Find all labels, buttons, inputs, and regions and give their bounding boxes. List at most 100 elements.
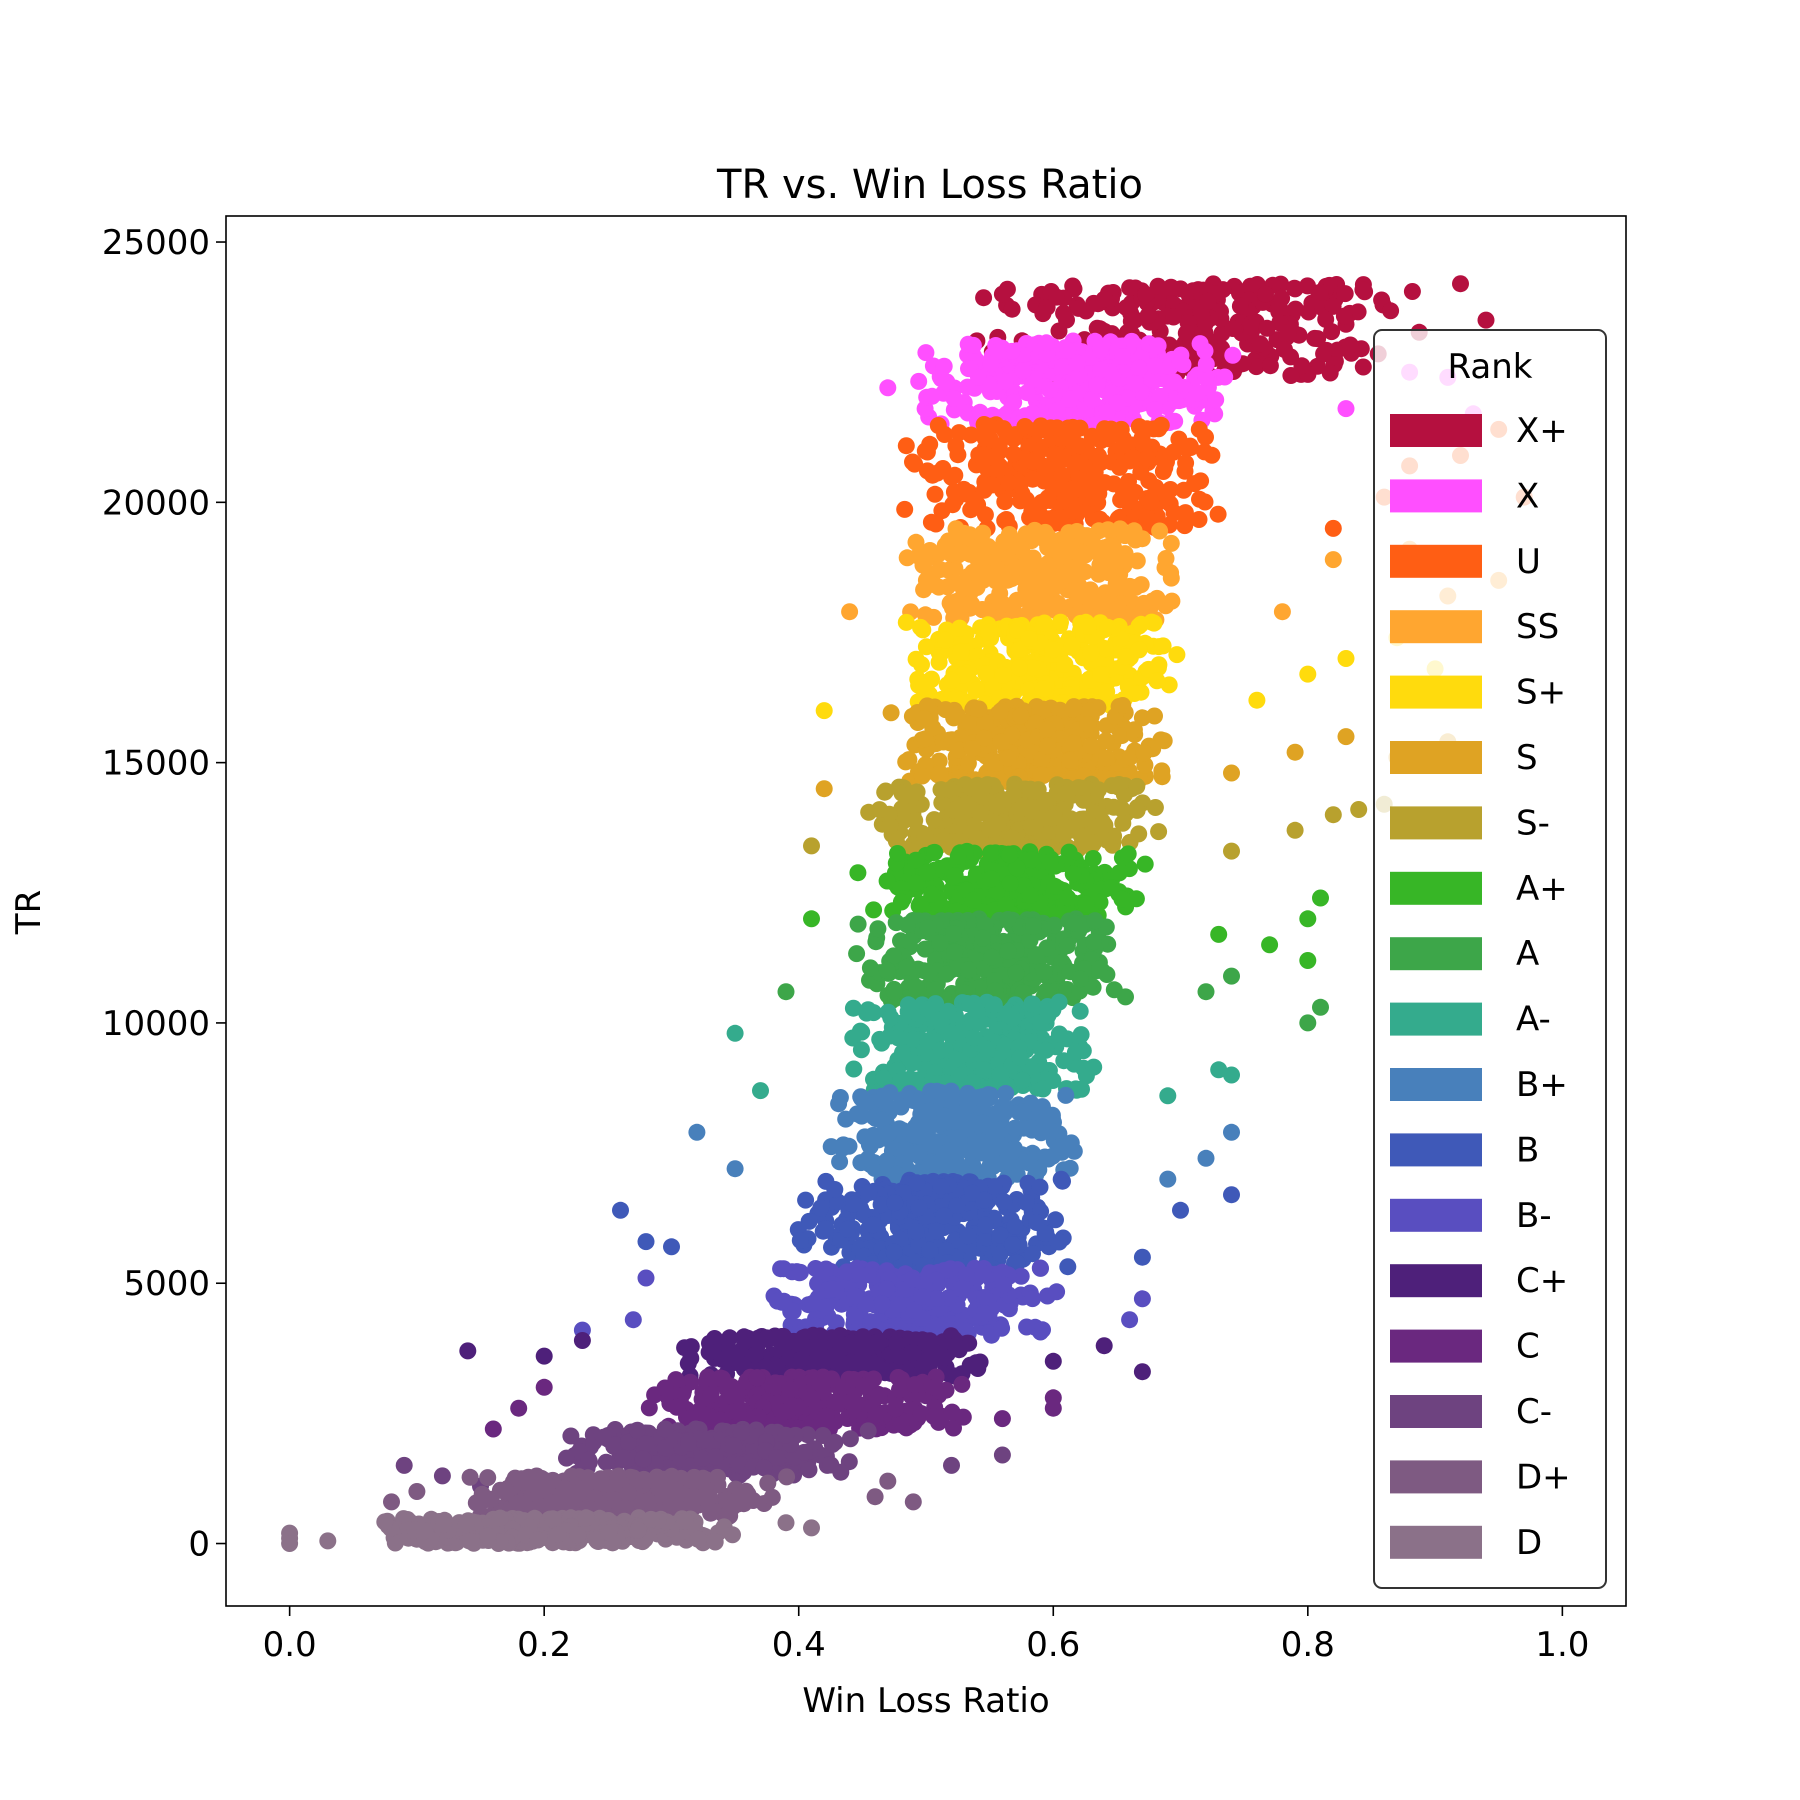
- point-x: [1197, 355, 1215, 373]
- point-b-plus: [1043, 1106, 1061, 1124]
- point-a-plus: [1064, 865, 1082, 883]
- point-x: [1143, 370, 1161, 388]
- point-b-minus: [624, 1311, 642, 1329]
- point-u: [1049, 513, 1067, 531]
- point-a-minus: [882, 1009, 900, 1027]
- point-b-minus: [637, 1269, 655, 1287]
- point-a: [1299, 1014, 1317, 1032]
- point-s: [1012, 707, 1030, 725]
- point-u: [1064, 422, 1082, 440]
- point-s-minus: [916, 827, 934, 845]
- point-a-plus: [1110, 864, 1128, 882]
- point-b-minus: [873, 1295, 891, 1313]
- point-x: [1003, 342, 1021, 360]
- point-b: [612, 1201, 629, 1219]
- point-b: [826, 1181, 844, 1198]
- point-a-minus: [999, 1006, 1017, 1024]
- point-a-plus: [803, 910, 820, 928]
- point-c: [748, 1369, 766, 1387]
- point-x-plus: [1321, 364, 1339, 382]
- point-x: [945, 390, 963, 407]
- point-s: [1051, 701, 1069, 719]
- point-b-plus: [921, 1134, 939, 1152]
- point-u: [1045, 445, 1063, 463]
- point-x: [937, 373, 955, 391]
- point-x: [1088, 376, 1106, 394]
- point-b-plus: [1159, 1170, 1177, 1188]
- point-s: [963, 740, 981, 758]
- point-x-plus: [1139, 307, 1157, 324]
- point-x-plus: [1276, 341, 1293, 358]
- point-s-plus: [1117, 648, 1135, 666]
- point-b-minus: [953, 1280, 971, 1298]
- point-s: [900, 751, 918, 769]
- point-b-minus: [791, 1263, 809, 1281]
- point-c: [865, 1370, 883, 1388]
- point-ss: [1104, 544, 1122, 562]
- point-x-plus: [1064, 277, 1082, 295]
- point-x: [1149, 337, 1167, 355]
- point-b: [928, 1222, 946, 1240]
- point-a: [1027, 947, 1045, 965]
- point-s-plus: [952, 643, 970, 661]
- point-a-plus: [946, 867, 964, 885]
- point-s: [976, 713, 994, 731]
- point-a: [777, 983, 795, 1001]
- point-a-plus: [865, 901, 883, 919]
- point-c: [906, 1376, 924, 1394]
- point-a: [983, 948, 1001, 966]
- point-c: [870, 1387, 888, 1405]
- point-x: [1130, 359, 1148, 377]
- point-x: [1207, 391, 1225, 409]
- point-b-minus: [1048, 1283, 1066, 1301]
- point-x-plus: [1403, 283, 1421, 300]
- point-s-plus: [1097, 640, 1114, 658]
- point-b-plus: [950, 1157, 968, 1175]
- point-s: [1065, 698, 1083, 716]
- point-x-plus: [1165, 308, 1182, 326]
- point-c-plus: [682, 1349, 700, 1367]
- point-ss: [925, 608, 943, 626]
- point-s-plus: [930, 653, 948, 671]
- point-a: [1117, 988, 1134, 1006]
- point-a-minus: [889, 1029, 907, 1047]
- point-u: [1192, 472, 1210, 490]
- point-b: [977, 1216, 994, 1234]
- point-a-minus: [939, 1002, 957, 1020]
- point-ss: [1127, 578, 1145, 596]
- point-s: [918, 697, 936, 715]
- point-b-plus: [932, 1084, 950, 1102]
- point-b: [812, 1199, 830, 1217]
- point-ss: [1148, 589, 1166, 607]
- point-a-minus: [1050, 1025, 1068, 1043]
- point-b: [885, 1243, 903, 1261]
- point-x-plus: [1315, 345, 1333, 363]
- point-c-plus: [535, 1347, 553, 1365]
- point-u: [1039, 489, 1057, 507]
- point-ss: [1151, 522, 1169, 540]
- point-x-plus: [1137, 286, 1155, 304]
- point-b-minus: [993, 1319, 1011, 1337]
- point-s-plus: [943, 671, 961, 689]
- point-b-minus: [913, 1309, 931, 1327]
- point-b: [959, 1227, 977, 1245]
- point-u: [962, 426, 980, 444]
- chart-title: TR vs. Win Loss Ratio: [716, 162, 1143, 208]
- point-x: [1005, 393, 1023, 411]
- point-x: [1151, 387, 1169, 405]
- point-s-minus: [1105, 798, 1123, 816]
- point-a: [960, 961, 978, 979]
- point-b: [1052, 1170, 1070, 1188]
- point-a-minus: [1023, 995, 1041, 1013]
- point-x-plus: [1034, 305, 1052, 323]
- point-b-plus: [890, 1120, 908, 1138]
- point-c-plus: [721, 1329, 739, 1347]
- point-s-plus: [1168, 646, 1186, 664]
- point-ss: [907, 533, 925, 551]
- point-a: [898, 958, 916, 976]
- point-x: [1337, 400, 1355, 418]
- point-s-minus: [1085, 834, 1103, 852]
- point-b-minus: [846, 1308, 864, 1326]
- point-s-minus: [971, 804, 989, 822]
- point-b-plus: [822, 1138, 840, 1156]
